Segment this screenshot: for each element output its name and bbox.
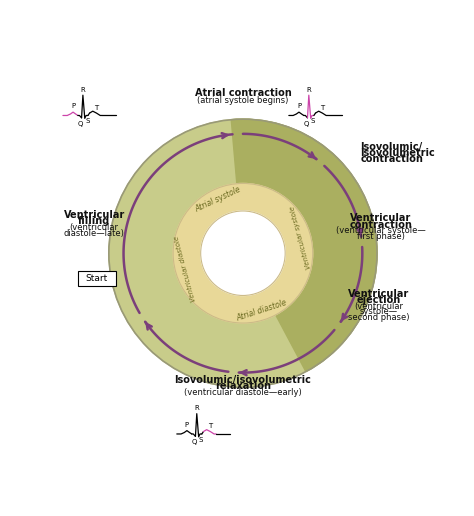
Text: S: S [311, 118, 315, 124]
Text: R: R [307, 87, 311, 92]
Text: P: P [71, 103, 75, 109]
Text: (ventricular: (ventricular [355, 302, 403, 311]
Text: T: T [320, 105, 325, 110]
Text: Isovolumic/isovolumetric: Isovolumic/isovolumetric [174, 375, 311, 385]
Text: second phase): second phase) [348, 313, 410, 321]
Text: Atrial diastole: Atrial diastole [235, 298, 288, 322]
Text: (atrial systole begins): (atrial systole begins) [197, 95, 289, 105]
Text: Atrial contraction: Atrial contraction [194, 88, 292, 99]
Text: T: T [208, 423, 212, 429]
Circle shape [173, 183, 313, 323]
Text: Isovolumic/: Isovolumic/ [360, 142, 423, 152]
Wedge shape [231, 119, 377, 372]
Text: (ventricular: (ventricular [70, 222, 118, 232]
Text: systole—: systole— [360, 307, 398, 316]
Text: S: S [199, 437, 203, 443]
Text: S: S [85, 118, 90, 124]
Text: Ventricular diastole: Ventricular diastole [173, 235, 197, 302]
Text: Q: Q [78, 121, 83, 127]
Text: contraction: contraction [360, 154, 423, 164]
Text: isovolumetric: isovolumetric [360, 148, 435, 158]
Text: R: R [194, 405, 199, 411]
Text: Ventricular systole: Ventricular systole [289, 205, 312, 270]
Text: Ventricular: Ventricular [64, 209, 125, 220]
Text: filling: filling [78, 216, 110, 226]
Text: ejection: ejection [357, 295, 401, 305]
Text: relaxation: relaxation [215, 381, 271, 391]
Text: Q: Q [304, 121, 309, 127]
Text: (ventricular diastole—early): (ventricular diastole—early) [184, 388, 302, 397]
Text: Atrial systole: Atrial systole [193, 185, 242, 214]
Text: Q: Q [191, 439, 197, 445]
Text: diastole—late): diastole—late) [64, 229, 125, 237]
Text: R: R [81, 87, 85, 92]
Text: T: T [94, 105, 99, 110]
Circle shape [109, 119, 377, 388]
FancyBboxPatch shape [78, 271, 116, 286]
Text: Start: Start [86, 274, 108, 283]
Text: Ventricular: Ventricular [348, 288, 410, 299]
Text: first phase): first phase) [357, 232, 405, 241]
Text: contraction: contraction [349, 220, 412, 230]
Text: Ventricular: Ventricular [350, 213, 411, 223]
Text: P: P [297, 103, 301, 109]
Text: (ventricular systole—: (ventricular systole— [336, 227, 426, 235]
Circle shape [201, 211, 285, 296]
Text: P: P [185, 422, 189, 428]
